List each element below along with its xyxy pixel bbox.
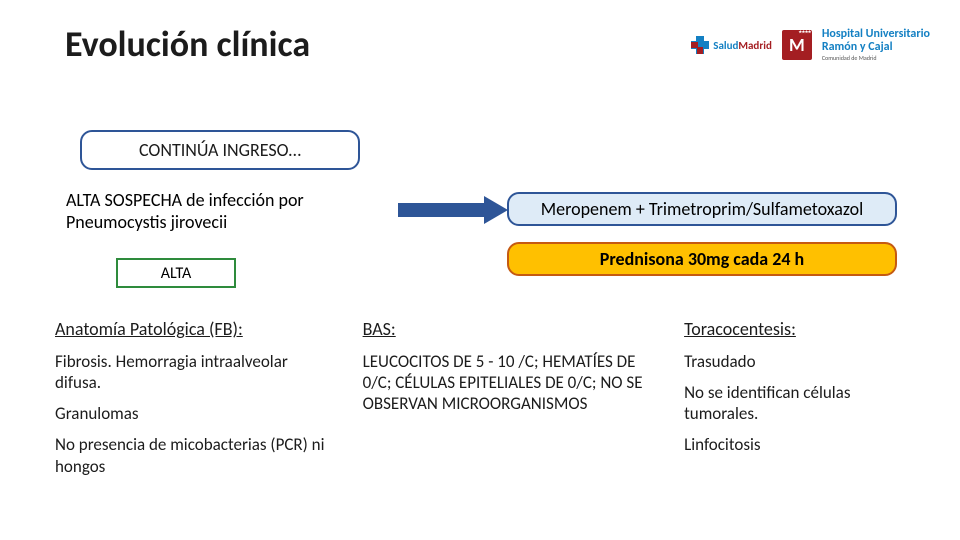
hospital-logo: Hospital Universitario Ramón y Cajal Com… (822, 28, 930, 61)
box-alta: ALTA (116, 258, 236, 288)
box-continua-text: CONTINÚA INGRESO… (139, 139, 301, 161)
col-anatomia-item: No presencia de micobacterias (PCR) ni h… (55, 434, 333, 477)
hospital-line1: Hospital Universitario (822, 28, 930, 41)
hospital-line2: Ramón y Cajal (822, 41, 930, 54)
col-toraco-heading: Toracocentesis: (684, 318, 920, 341)
madrid-word: Madrid (738, 39, 771, 52)
box-prednisona: Prednisona 30mg cada 24 h (507, 242, 897, 276)
col-anatomia-heading: Anatomía Patológica (FB): (55, 318, 333, 341)
col-toraco-item: Trasudado (684, 351, 920, 372)
salud-madrid-logo: SaludMadrid (691, 35, 772, 54)
col-anatomia-item: Granulomas (55, 403, 333, 424)
madrid-m-logo: ★★★★ M (782, 30, 812, 60)
col-toraco-item: No se identifican células tumorales. (684, 382, 920, 425)
results-columns: Anatomía Patológica (FB): Fibrosis. Hemo… (55, 318, 920, 487)
header-logos: SaludMadrid ★★★★ M Hospital Universitari… (691, 28, 930, 61)
col-anatomia-item: Fibrosis. Hemorragia intraalveolar difus… (55, 351, 333, 394)
col-bas-heading: BAS: (363, 318, 654, 341)
box-alta-text: ALTA (161, 264, 192, 283)
col-toraco: Toracocentesis: Trasudado No se identifi… (684, 318, 920, 487)
col-bas-item: LEUCOCITOS DE 5 - 10 /C; HEMATÍES DE 0/C… (363, 351, 654, 415)
m-stars: ★★★★ (799, 29, 811, 35)
col-anatomia: Anatomía Patológica (FB): Fibrosis. Hemo… (55, 318, 333, 487)
box-meropenem: Meropenem + Trimetroprim/Sulfametoxazol (507, 192, 897, 226)
col-bas: BAS: LEUCOCITOS DE 5 - 10 /C; HEMATÍES D… (363, 318, 654, 487)
m-letter: M (789, 34, 805, 56)
box-mero-text: Meropenem + Trimetroprim/Sulfametoxazol (541, 198, 863, 220)
comunidad-label: Comunidad de Madrid (822, 55, 930, 61)
salud-plus-icon (691, 36, 709, 54)
col-toraco-item: Linfocitosis (684, 434, 920, 455)
arrow-sospecha-to-mero (398, 203, 484, 217)
box-sospecha-text: ALTA SOSPECHA de infección por Pneumocys… (66, 190, 380, 233)
salud-word: Salud (713, 39, 738, 52)
salud-text: SaludMadrid (713, 35, 772, 54)
slide: Evolución clínica SaludMadrid ★★★★ M Hos… (0, 0, 960, 540)
page-title: Evolución clínica (65, 22, 310, 66)
box-pred-text: Prednisona 30mg cada 24 h (600, 248, 804, 270)
box-alta-sospecha: ALTA SOSPECHA de infección por Pneumocys… (60, 185, 380, 239)
box-continua-ingreso: CONTINÚA INGRESO… (80, 130, 360, 170)
